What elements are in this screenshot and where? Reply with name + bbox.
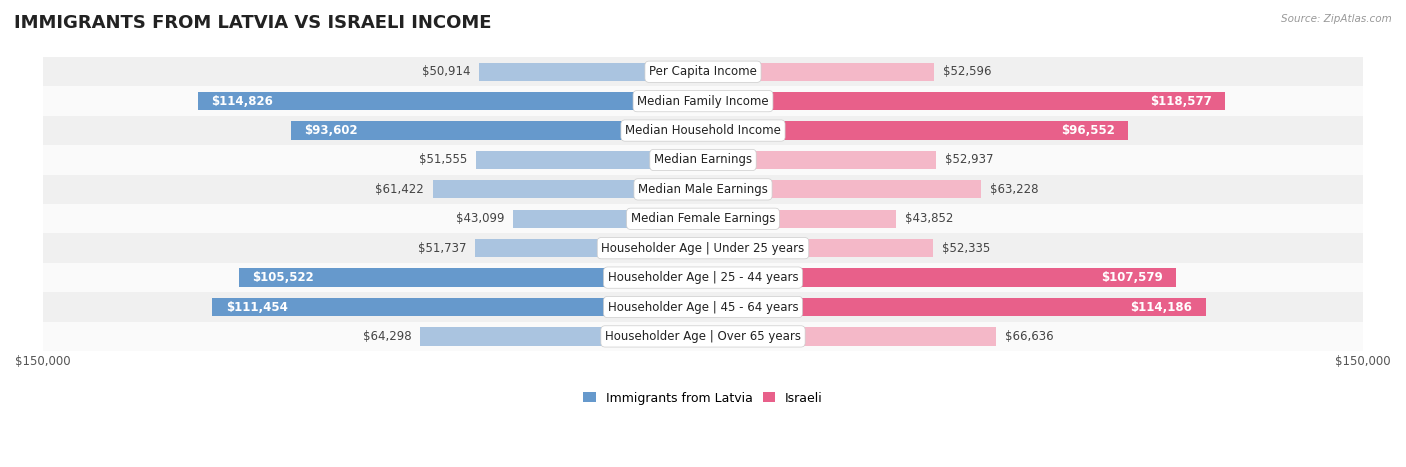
Bar bbox=[703, 151, 936, 169]
Text: Householder Age | 45 - 64 years: Householder Age | 45 - 64 years bbox=[607, 300, 799, 313]
Bar bbox=[703, 180, 981, 198]
Text: $50,914: $50,914 bbox=[422, 65, 470, 78]
Text: Median Female Earnings: Median Female Earnings bbox=[631, 212, 775, 225]
Text: $64,298: $64,298 bbox=[363, 330, 411, 343]
Text: $43,099: $43,099 bbox=[456, 212, 505, 225]
Text: Householder Age | 25 - 44 years: Householder Age | 25 - 44 years bbox=[607, 271, 799, 284]
Text: $114,186: $114,186 bbox=[1130, 300, 1192, 313]
Text: $107,579: $107,579 bbox=[1101, 271, 1163, 284]
Bar bbox=[42, 145, 1364, 175]
Text: Per Capita Income: Per Capita Income bbox=[650, 65, 756, 78]
Bar bbox=[433, 180, 703, 198]
Legend: Immigrants from Latvia, Israeli: Immigrants from Latvia, Israeli bbox=[578, 387, 828, 410]
Bar bbox=[703, 239, 934, 257]
Bar bbox=[212, 298, 703, 316]
Text: $51,737: $51,737 bbox=[418, 242, 467, 255]
Bar bbox=[703, 121, 1128, 140]
Text: Householder Age | Over 65 years: Householder Age | Over 65 years bbox=[605, 330, 801, 343]
Text: Median Household Income: Median Household Income bbox=[626, 124, 780, 137]
Bar bbox=[420, 327, 703, 346]
Text: $61,422: $61,422 bbox=[375, 183, 423, 196]
Bar bbox=[703, 269, 1177, 287]
Bar bbox=[703, 63, 935, 81]
Text: $52,335: $52,335 bbox=[942, 242, 990, 255]
Bar bbox=[513, 210, 703, 228]
Bar bbox=[475, 239, 703, 257]
Text: $51,555: $51,555 bbox=[419, 154, 467, 166]
Text: $43,852: $43,852 bbox=[905, 212, 953, 225]
Bar bbox=[42, 234, 1364, 263]
Bar bbox=[42, 263, 1364, 292]
Bar bbox=[479, 63, 703, 81]
Text: $111,454: $111,454 bbox=[226, 300, 288, 313]
Bar bbox=[291, 121, 703, 140]
Bar bbox=[703, 298, 1205, 316]
Text: Median Earnings: Median Earnings bbox=[654, 154, 752, 166]
Bar bbox=[239, 269, 703, 287]
Bar bbox=[42, 322, 1364, 351]
Bar bbox=[42, 86, 1364, 116]
Bar bbox=[703, 92, 1225, 110]
Text: Median Family Income: Median Family Income bbox=[637, 95, 769, 108]
Text: $93,602: $93,602 bbox=[304, 124, 359, 137]
Bar bbox=[703, 327, 997, 346]
Bar bbox=[42, 116, 1364, 145]
Text: $118,577: $118,577 bbox=[1150, 95, 1212, 108]
Text: $96,552: $96,552 bbox=[1062, 124, 1115, 137]
Bar bbox=[42, 57, 1364, 86]
Bar bbox=[198, 92, 703, 110]
Text: $66,636: $66,636 bbox=[1005, 330, 1053, 343]
Bar bbox=[42, 204, 1364, 234]
Text: Median Male Earnings: Median Male Earnings bbox=[638, 183, 768, 196]
Text: $52,937: $52,937 bbox=[945, 154, 993, 166]
Text: $63,228: $63,228 bbox=[990, 183, 1039, 196]
Bar bbox=[477, 151, 703, 169]
Bar bbox=[42, 292, 1364, 322]
Text: $114,826: $114,826 bbox=[211, 95, 273, 108]
Text: Householder Age | Under 25 years: Householder Age | Under 25 years bbox=[602, 242, 804, 255]
Bar bbox=[42, 175, 1364, 204]
Bar bbox=[703, 210, 896, 228]
Text: IMMIGRANTS FROM LATVIA VS ISRAELI INCOME: IMMIGRANTS FROM LATVIA VS ISRAELI INCOME bbox=[14, 14, 492, 32]
Text: Source: ZipAtlas.com: Source: ZipAtlas.com bbox=[1281, 14, 1392, 24]
Text: $52,596: $52,596 bbox=[943, 65, 991, 78]
Text: $105,522: $105,522 bbox=[252, 271, 314, 284]
